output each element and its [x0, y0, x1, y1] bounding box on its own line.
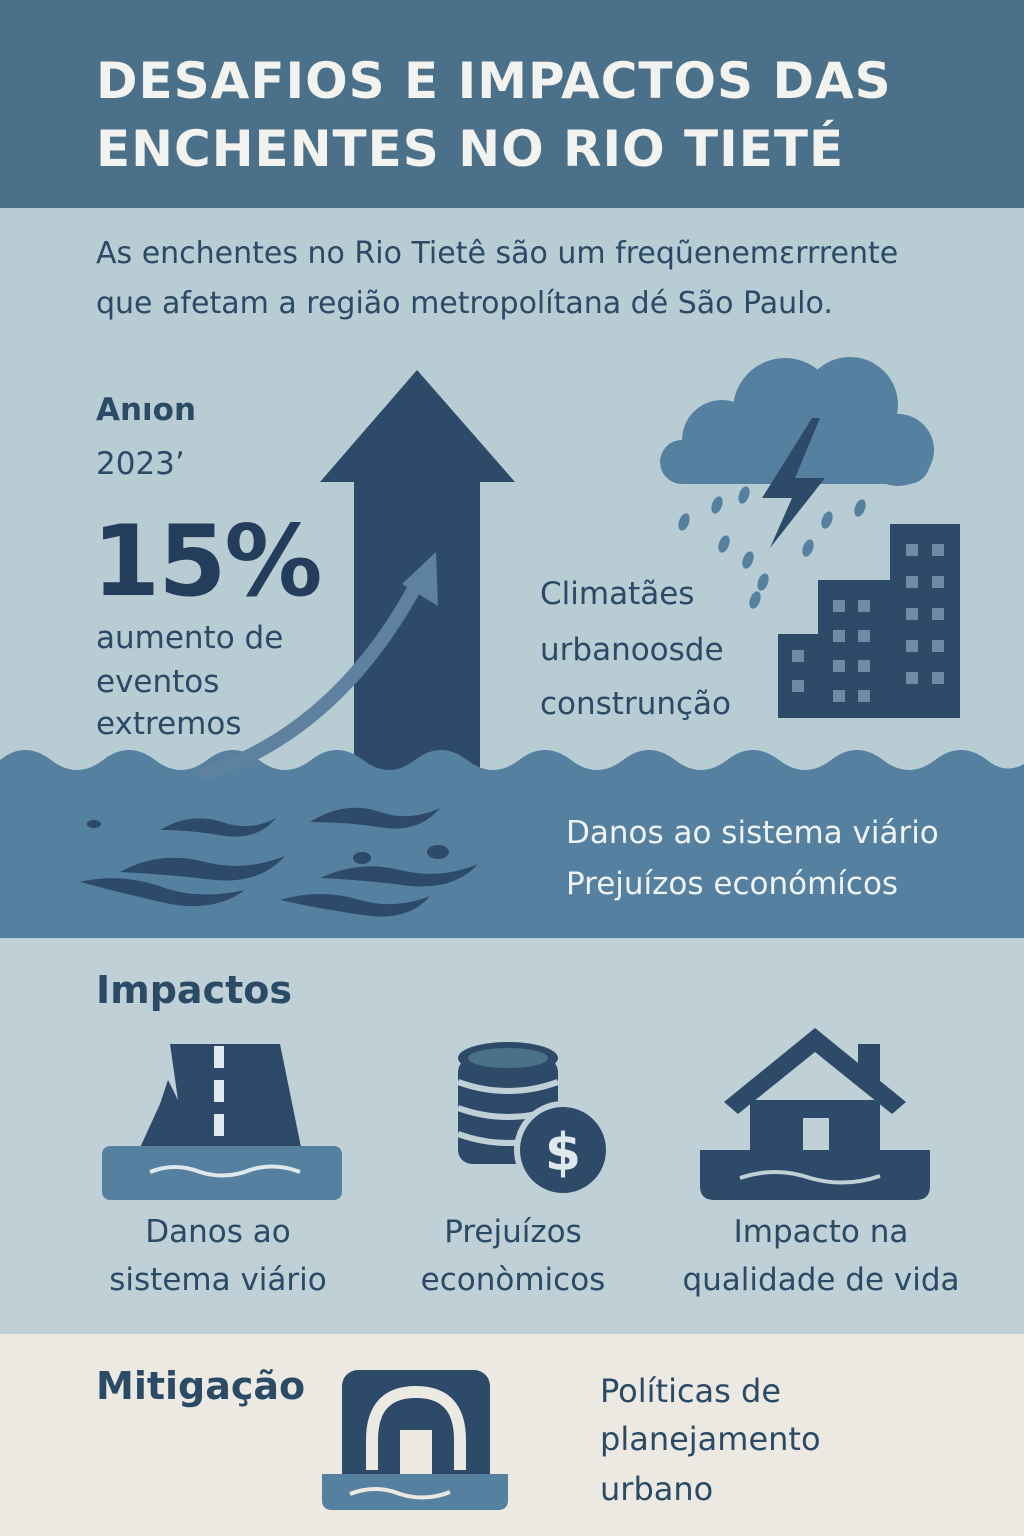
intro-text-line-2: que afetam a região metropolítana dé São…	[96, 286, 833, 321]
page-title-line-1: DESAFIOS E IMPACTOS DAS	[96, 52, 892, 110]
impact-economic-line-2: econòmicos	[420, 1262, 606, 1298]
impact-road-line-1: Danos ao	[145, 1214, 291, 1250]
impact-economic-line-1: Prejuízos	[444, 1214, 582, 1250]
stat-desc-line-1: aumento de	[96, 620, 284, 656]
stat-desc-line-2: eventos	[96, 664, 220, 700]
climate-text-line-1: Climatães	[540, 576, 695, 612]
intro-text-line-1: As enchentes no Rio Tietê são um freqũen…	[96, 236, 899, 271]
mitigation-text-line-3: urbano	[600, 1470, 714, 1508]
header-banner: DESAFIOS E IMPACTOS DAS ENCHENTES NO RIO…	[0, 0, 1024, 208]
stat-desc-line-3: extremos	[96, 706, 242, 742]
mitigation-text-line-2: planejamento	[600, 1420, 821, 1458]
stat-label: Anıon	[96, 392, 197, 428]
impact-life-line-2: qualidade de vida	[682, 1262, 960, 1298]
climate-text-line-3: construnção	[540, 686, 732, 722]
water-text-line-1: Danos ao sistema viário	[566, 815, 939, 851]
mitigation-title: Mitigação	[96, 1364, 306, 1408]
climate-text-line-2: urbanoosde	[540, 632, 724, 668]
stat-percent: 15%	[92, 505, 323, 619]
impacts-title: Impactos	[96, 968, 292, 1012]
impact-life-line-1: Impacto na	[733, 1214, 909, 1250]
page-title-line-2: ENCHENTES NO RIO TIETÉ	[96, 120, 845, 178]
mitigation-section	[0, 1334, 1024, 1536]
svg-text:$: $	[545, 1123, 581, 1183]
stat-year: 2023’	[96, 446, 185, 482]
water-text-line-2: Prejuízos económícos	[566, 866, 899, 902]
impact-road-line-2: sistema viário	[109, 1262, 327, 1298]
mitigation-text-line-1: Políticas de	[600, 1372, 781, 1410]
